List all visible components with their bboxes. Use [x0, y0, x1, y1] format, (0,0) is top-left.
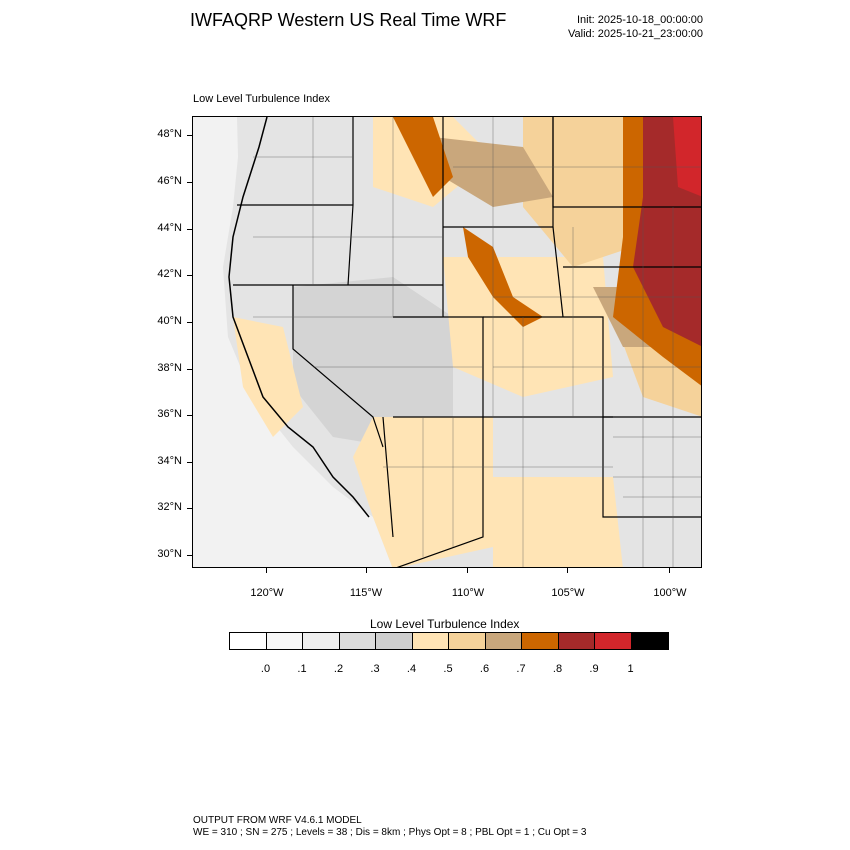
- colorbar-label: .6: [479, 663, 490, 675]
- lon-label: 105°W: [551, 587, 585, 599]
- colorbar-box: [595, 633, 632, 649]
- lat-label: 46°N: [157, 175, 182, 187]
- colorbar-box: [522, 633, 559, 649]
- lat-label: 34°N: [157, 455, 182, 467]
- model-footer: OUTPUT FROM WRF V4.6.1 MODEL WE = 310 ; …: [193, 815, 586, 839]
- colorbar-box: [631, 633, 668, 649]
- colorbar-label: .8: [552, 663, 563, 675]
- lat-label: 30°N: [157, 548, 182, 560]
- lat-label: 32°N: [157, 501, 182, 513]
- colorbar-label: .5: [443, 663, 453, 675]
- colorbar-box: [303, 633, 340, 649]
- footer-line-2: WE = 310 ; SN = 275 ; Levels = 38 ; Dis …: [193, 827, 587, 838]
- colorbar-title: Low Level Turbulence Index: [370, 617, 520, 631]
- colorbar-box: [449, 633, 486, 649]
- colorbar-box: [558, 633, 595, 649]
- colorbar-label: 1: [627, 663, 634, 675]
- footer-line-1: OUTPUT FROM WRF V4.6.1 MODEL: [193, 815, 362, 826]
- colorbar-box: [230, 633, 267, 649]
- init-valid-block: Init: 2025-10-18_00:00:00 Valid: 2025-10…: [568, 13, 703, 41]
- lat-label: 42°N: [157, 268, 182, 280]
- map-title: IWFAQRP Western US Real Time WRF: [190, 10, 507, 30]
- init-time: Init: 2025-10-18_00:00:00: [577, 14, 703, 26]
- lon-label: 115°W: [349, 587, 383, 599]
- colorbar-box: [485, 633, 522, 649]
- lon-label: 120°W: [250, 587, 284, 599]
- plains-tan: [443, 257, 613, 397]
- california-tan: [233, 317, 303, 437]
- rockies-orange-north: [393, 117, 453, 197]
- county-lines: [253, 117, 701, 567]
- texas-tan: [493, 477, 623, 567]
- lon-label: 110°W: [451, 587, 485, 599]
- lat-label: 48°N: [157, 128, 182, 140]
- colorbar-label: .9: [589, 663, 599, 675]
- colorbar-box: [412, 633, 449, 649]
- colorbar-label: .0: [260, 663, 271, 675]
- field-subtitle: Low Level Turbulence Index: [193, 93, 330, 105]
- lat-label: 36°N: [157, 408, 182, 420]
- colorbar: [229, 632, 669, 650]
- basin-gray: [293, 277, 453, 447]
- valid-time: Valid: 2025-10-21_23:00:00: [568, 28, 703, 40]
- colorbar-label: .7: [516, 663, 526, 675]
- colorbar-label: .1: [297, 663, 307, 675]
- lat-label: 44°N: [157, 222, 182, 234]
- dakota-midtan: [523, 117, 633, 267]
- lat-label: 40°N: [157, 315, 182, 327]
- colorbar-label: .3: [370, 663, 380, 675]
- coastline: [228, 117, 370, 518]
- colorbar-box: [266, 633, 303, 649]
- map-canvas: [193, 117, 701, 567]
- rockies-orange-central: [463, 227, 543, 327]
- latitude-labels: 48°N 46°N 44°N 42°N 40°N 38°N 36°N 34°N …: [132, 0, 182, 850]
- colorbar-box: [376, 633, 413, 649]
- lon-label: 100°W: [653, 587, 687, 599]
- colorbar-box: [339, 633, 376, 649]
- turbulence-map: [192, 116, 702, 568]
- lat-label: 38°N: [157, 362, 182, 374]
- plains-red: [673, 117, 701, 197]
- colorbar-label: .2: [333, 663, 344, 675]
- colorbar-label: .4: [406, 663, 417, 675]
